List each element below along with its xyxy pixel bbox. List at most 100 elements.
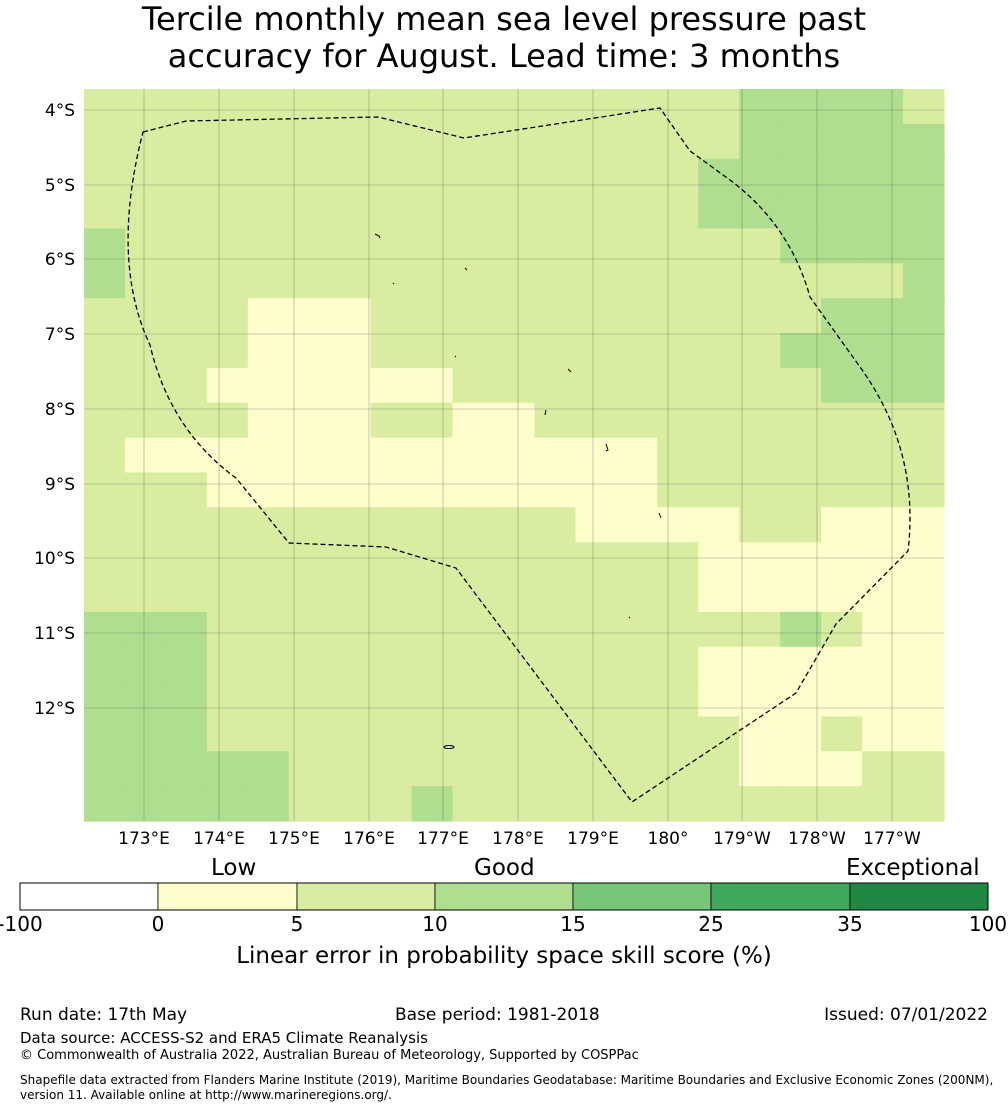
grid-cell bbox=[288, 681, 331, 718]
grid-cell bbox=[247, 786, 290, 822]
longitude-label: 177°W bbox=[863, 829, 921, 849]
grid-cell bbox=[862, 646, 904, 683]
data-source: Data source: ACCESS-S2 and ERA5 Climate … bbox=[20, 1029, 428, 1047]
grid-cell bbox=[165, 646, 208, 683]
grid-cell bbox=[575, 228, 617, 264]
grid-cell bbox=[411, 542, 454, 578]
grid-cell bbox=[821, 681, 863, 718]
grid-cell bbox=[84, 158, 126, 195]
grid-cell bbox=[493, 123, 536, 160]
grid-cell bbox=[657, 89, 699, 125]
grid-cell bbox=[165, 611, 208, 648]
chart-title-line-2: accuracy for August. Lead time: 3 months bbox=[167, 37, 841, 75]
longitude-label: 177°E bbox=[417, 829, 469, 849]
grid-cell bbox=[288, 542, 331, 578]
grid-cell bbox=[84, 333, 126, 369]
colorbar-tick: 0 bbox=[151, 912, 165, 936]
grid-cell bbox=[493, 577, 536, 613]
grid-cell bbox=[493, 681, 536, 718]
grid-cell bbox=[452, 123, 495, 160]
grid-cell bbox=[165, 89, 208, 125]
latitude-label: 10°S bbox=[34, 549, 75, 569]
grid-cell bbox=[616, 716, 658, 752]
grid-cell bbox=[821, 577, 863, 613]
grid-cell bbox=[903, 333, 945, 369]
grid-cell bbox=[411, 751, 454, 787]
grid-cell bbox=[493, 89, 536, 125]
grid-cell bbox=[616, 123, 658, 160]
grid-cell bbox=[862, 437, 904, 474]
grid-cell bbox=[370, 123, 413, 160]
grid-cell bbox=[780, 228, 822, 264]
grid-cell bbox=[698, 751, 740, 787]
islands bbox=[374, 233, 662, 749]
grid-cell bbox=[452, 367, 495, 404]
grid-cell bbox=[452, 89, 495, 125]
grid-cell bbox=[862, 577, 904, 613]
grid-cell bbox=[821, 228, 863, 264]
grid-cell bbox=[862, 193, 904, 230]
grid-cell bbox=[247, 298, 290, 334]
grid-cell bbox=[452, 333, 495, 369]
colorbar-segment bbox=[849, 882, 989, 911]
grid-cell bbox=[288, 786, 331, 822]
grid-cell bbox=[821, 193, 863, 230]
grid-cell bbox=[575, 402, 617, 439]
grid-cell bbox=[698, 367, 740, 404]
shapefile-credit-line-2: version 11. Available online at http://w… bbox=[20, 1088, 392, 1102]
grid-cell bbox=[698, 402, 740, 439]
grid-cell bbox=[411, 228, 454, 264]
grid-cell bbox=[821, 298, 863, 334]
grid-cell bbox=[452, 681, 495, 718]
grid-cell bbox=[616, 333, 658, 369]
grid-cell bbox=[84, 646, 126, 683]
grid-cell bbox=[657, 263, 699, 299]
grid-cell bbox=[657, 193, 699, 230]
grid-cell bbox=[698, 89, 740, 125]
grid-cell bbox=[698, 646, 740, 683]
grid-cell bbox=[452, 402, 495, 439]
latitude-label: 12°S bbox=[34, 699, 75, 719]
grid-cell bbox=[575, 333, 617, 369]
grid-cell bbox=[124, 367, 167, 404]
grid-cell bbox=[370, 507, 413, 543]
grid-cell bbox=[411, 298, 454, 334]
grid-cell bbox=[370, 89, 413, 125]
grid-cell bbox=[903, 716, 945, 752]
latitude-label: 6°S bbox=[45, 250, 75, 270]
grid-cell bbox=[575, 751, 617, 787]
grid-cell bbox=[657, 472, 699, 508]
colorbar-tick: -100 bbox=[0, 912, 43, 936]
grid-cell bbox=[247, 123, 290, 160]
grid-cell bbox=[84, 472, 126, 508]
grid-cell bbox=[84, 681, 126, 718]
colorbar bbox=[19, 882, 989, 911]
grid-cell bbox=[821, 716, 863, 752]
grid-cell bbox=[165, 542, 208, 578]
grid-cell bbox=[165, 577, 208, 613]
grid-cell bbox=[329, 646, 372, 683]
grid-cell bbox=[534, 751, 577, 787]
grid-cell bbox=[411, 437, 454, 474]
grid-cell bbox=[534, 681, 577, 718]
grid-cell bbox=[206, 228, 249, 264]
grid-cell bbox=[165, 472, 208, 508]
grid-cell bbox=[575, 367, 617, 404]
grid-cell bbox=[493, 472, 536, 508]
grid-cell bbox=[84, 577, 126, 613]
grid-cell bbox=[165, 298, 208, 334]
grid-cell bbox=[288, 367, 331, 404]
grid-cell bbox=[206, 751, 249, 787]
grid-cell bbox=[862, 123, 904, 160]
grid-cell bbox=[616, 367, 658, 404]
longitude-label: 176°E bbox=[343, 829, 395, 849]
grid-cell bbox=[124, 507, 167, 543]
grid-cell bbox=[780, 298, 822, 334]
colorbar-segment bbox=[710, 882, 851, 911]
grid-cell bbox=[206, 158, 249, 195]
grid-cell bbox=[124, 751, 167, 787]
grid-cell bbox=[247, 333, 290, 369]
grid-cell bbox=[739, 507, 781, 543]
grid-cell bbox=[657, 158, 699, 195]
grid-cell bbox=[452, 507, 495, 543]
